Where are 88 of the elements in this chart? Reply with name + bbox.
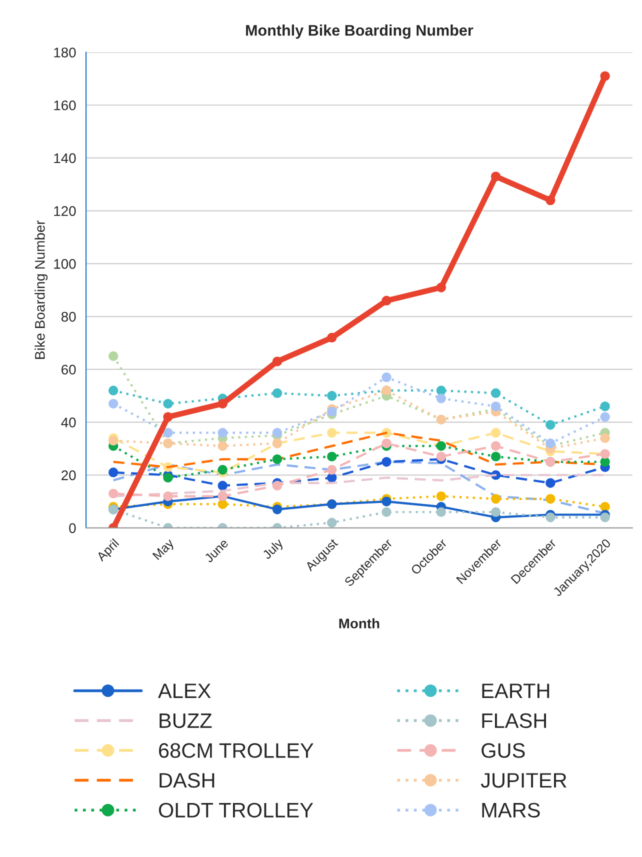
point xyxy=(272,454,282,464)
point xyxy=(600,412,610,422)
point xyxy=(327,518,337,528)
point xyxy=(546,420,556,430)
point xyxy=(108,488,118,498)
point xyxy=(600,71,610,81)
point xyxy=(382,372,392,382)
chart-title: Monthly Bike Boarding Number xyxy=(246,24,474,39)
point xyxy=(108,386,118,396)
point xyxy=(382,456,392,467)
y-tick-label: 180 xyxy=(54,48,76,58)
point xyxy=(327,406,337,417)
point xyxy=(218,480,228,490)
legend-label: GUS xyxy=(482,743,525,758)
legend-label: DASH xyxy=(160,772,214,788)
point xyxy=(600,456,610,467)
point xyxy=(382,296,392,306)
point xyxy=(546,512,556,522)
point xyxy=(382,438,392,448)
point xyxy=(436,507,446,517)
point xyxy=(272,504,282,514)
y-tick-label: 100 xyxy=(54,259,76,269)
point xyxy=(327,428,337,438)
point xyxy=(163,412,173,422)
point xyxy=(600,502,610,512)
point xyxy=(163,398,173,409)
point xyxy=(546,494,556,504)
point xyxy=(546,438,556,448)
point xyxy=(490,428,501,438)
y-tick-label: 80 xyxy=(61,312,76,322)
point xyxy=(490,494,501,504)
point xyxy=(490,441,501,451)
point xyxy=(327,464,337,475)
legend-label: 68CM TROLLEY xyxy=(159,743,314,758)
point xyxy=(600,402,610,412)
point xyxy=(436,386,446,396)
y-tick-label: 0 xyxy=(69,523,76,534)
point xyxy=(327,332,337,343)
point xyxy=(436,282,446,292)
y-tick-label: 140 xyxy=(54,153,76,164)
x-tick-label: May xyxy=(152,538,176,562)
point xyxy=(546,195,556,206)
x-axis-title: Month xyxy=(339,618,380,628)
point xyxy=(327,452,337,462)
legend-label: EARTH xyxy=(482,684,550,698)
legend-label: OLDT TROLLEY xyxy=(158,802,314,818)
point xyxy=(382,496,392,506)
y-tick-label: 120 xyxy=(54,206,76,216)
point xyxy=(272,428,282,438)
y-tick-label: 160 xyxy=(54,100,76,110)
point xyxy=(163,472,173,483)
point xyxy=(546,478,556,488)
point xyxy=(600,512,610,522)
y-tick-label: 20 xyxy=(62,470,76,480)
point xyxy=(272,356,282,366)
point xyxy=(436,491,446,502)
y-tick-label: 60 xyxy=(62,364,76,375)
point xyxy=(218,499,228,509)
point xyxy=(490,507,501,517)
y-tick-label: 40 xyxy=(61,418,76,428)
point xyxy=(108,351,118,362)
point xyxy=(108,436,118,446)
point xyxy=(436,452,446,462)
point xyxy=(218,464,228,475)
point xyxy=(600,433,610,443)
point xyxy=(490,452,501,462)
legend-label: JUPITER xyxy=(480,773,566,788)
point xyxy=(272,388,282,398)
point xyxy=(490,172,501,182)
point xyxy=(218,398,228,409)
legend-label: ALEX xyxy=(158,684,211,698)
point xyxy=(490,388,501,398)
point xyxy=(327,390,337,401)
legend-label: MARS xyxy=(482,802,540,818)
legend-label: FLASH xyxy=(482,713,546,728)
point xyxy=(218,428,228,438)
y-axis-title: Bike Boarding Number xyxy=(34,220,48,359)
point xyxy=(108,398,118,409)
x-tick-label: July xyxy=(262,538,286,562)
point xyxy=(108,468,118,478)
point xyxy=(490,402,501,412)
point xyxy=(382,507,392,517)
point xyxy=(272,480,282,490)
point xyxy=(436,394,446,404)
point xyxy=(218,441,228,451)
point xyxy=(163,491,173,502)
legend-label: BUZZ xyxy=(160,714,212,728)
point xyxy=(163,428,173,438)
